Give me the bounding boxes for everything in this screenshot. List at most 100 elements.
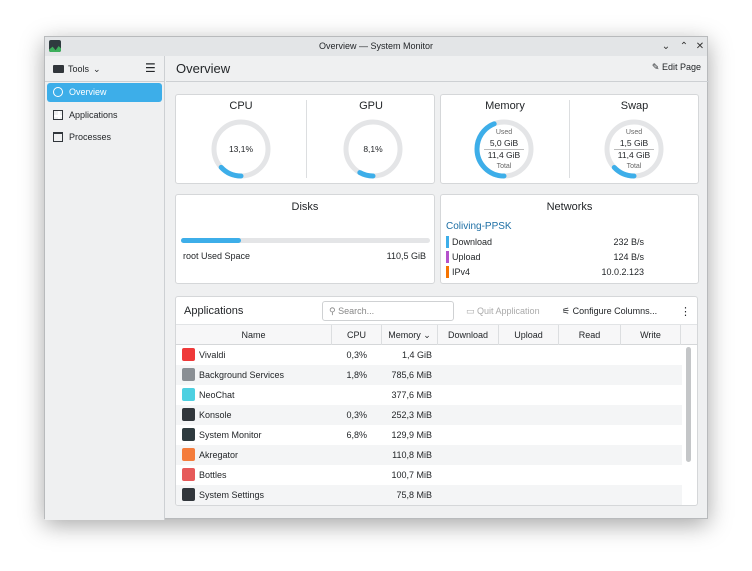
hamburger-menu-icon[interactable]: ☰	[145, 61, 156, 75]
app-name: System Settings	[199, 490, 265, 500]
gauge-arc	[474, 119, 534, 179]
legend-swatch	[446, 266, 449, 278]
app-memory: 75,8 MiB	[396, 490, 432, 500]
disk-label: root Used Space	[183, 251, 251, 261]
table-row[interactable]: System Monitor 6,8% 129,9 MiB	[176, 425, 682, 445]
window-title: Overview — System Monitor	[318, 41, 434, 51]
table-row[interactable]: Bottles 100,7 MiB	[176, 465, 682, 485]
sort-chevron-icon: ⌄	[423, 330, 431, 340]
close-icon[interactable]: ✕	[695, 41, 705, 52]
sidebar-item-label: Applications	[69, 110, 118, 120]
configure-label: Configure Columns...	[572, 306, 658, 316]
table-row[interactable]: Background Services 1,8% 785,6 MiB	[176, 365, 682, 385]
more-options-icon[interactable]: ⋮	[680, 306, 691, 318]
edit-page-button[interactable]: ✎ Edit Page	[652, 62, 701, 73]
scrollbar[interactable]	[686, 347, 691, 462]
network-label: Upload	[452, 252, 481, 262]
app-name: Background Services	[199, 370, 285, 380]
app-name: NeoChat	[199, 390, 235, 400]
column-label: CPU	[346, 330, 366, 340]
network-value: 10.0.2.123	[601, 267, 644, 277]
disks-card: Disks root Used Space 110,5 GiB	[175, 194, 435, 284]
column-header-read[interactable]: Read	[559, 325, 621, 345]
app-cpu: 0,3%	[346, 350, 367, 360]
gauge-arc	[211, 119, 271, 179]
column-label: Memory	[388, 330, 421, 340]
gauge-arc	[343, 119, 403, 179]
title-bar: Overview — System Monitor ⌄ ⌃ ✕	[45, 37, 707, 56]
disk-value: 110,5 GiB	[386, 251, 426, 261]
memory-used: 5,0 GiB	[484, 138, 524, 150]
app-icon	[182, 368, 195, 381]
gpu-value: 8,1%	[363, 144, 383, 154]
network-row: Download 232 B/s	[446, 236, 694, 249]
memory-gauge	[474, 119, 534, 179]
memory-swap-card: Memory Used 5,0 GiB 11,4 GiB Total Swap …	[440, 94, 699, 184]
sidebar: Tools ⌄ ☰ Overview Applications Processe…	[45, 56, 165, 520]
column-label: Name	[241, 330, 266, 340]
gpu-title: GPU	[359, 100, 383, 112]
memory-title: Memory	[485, 100, 525, 112]
column-header-memory[interactable]: Memory ⌄	[382, 325, 438, 345]
network-value: 232 B/s	[613, 237, 644, 247]
quit-application-button[interactable]: ▭ Quit Application	[466, 306, 540, 317]
table-row[interactable]: System Settings 75,8 MiB	[176, 485, 682, 505]
column-label: Upload	[514, 330, 543, 340]
app-icon	[182, 488, 195, 501]
network-value: 124 B/s	[613, 252, 644, 262]
minimize-icon[interactable]: ⌄	[661, 41, 671, 52]
app-name: Bottles	[199, 470, 227, 480]
app-memory: 785,6 MiB	[391, 370, 432, 380]
network-label: Download	[452, 237, 493, 247]
gauge-arc	[604, 119, 664, 179]
column-header-upload[interactable]: Upload	[499, 325, 559, 345]
sidebar-item-overview[interactable]: Overview	[47, 83, 162, 102]
app-name: Konsole	[199, 410, 232, 420]
app-icon	[182, 348, 195, 361]
app-name: System Monitor	[199, 430, 262, 440]
column-label: Download	[447, 330, 489, 340]
app-cpu: 0,3%	[346, 410, 367, 420]
app-icon	[182, 468, 195, 481]
cpu-gauge	[211, 119, 271, 179]
disk-usage-bar	[181, 238, 430, 243]
edit-page-label: Edit Page	[661, 62, 701, 72]
sidebar-item-label: Overview	[69, 87, 107, 97]
swap-title: Swap	[620, 100, 649, 112]
table-row[interactable]: Akregator 110,8 MiB	[176, 445, 682, 465]
quit-label: Quit Application	[477, 306, 540, 316]
maximize-icon[interactable]: ⌃	[679, 41, 689, 52]
app-memory: 1,4 GiB	[401, 350, 432, 360]
quit-icon: ▭	[466, 306, 475, 316]
page-title: Overview	[176, 61, 231, 76]
sidebar-item-processes[interactable]: Processes	[47, 128, 162, 147]
app-memory: 252,3 MiB	[391, 410, 432, 420]
column-label: Read	[578, 330, 601, 340]
app-icon	[182, 408, 195, 421]
column-header-write[interactable]: Write	[621, 325, 681, 345]
app-name: Akregator	[199, 450, 239, 460]
tools-label: Tools	[68, 64, 90, 74]
column-header-cpu[interactable]: CPU	[332, 325, 382, 345]
sidebar-item-applications[interactable]: Applications	[47, 106, 162, 125]
swap-used: 1,5 GiB	[614, 138, 654, 150]
table-row[interactable]: NeoChat 377,6 MiB	[176, 385, 682, 405]
table-row[interactable]: Vivaldi 0,3% 1,4 GiB	[176, 345, 682, 365]
column-header-name[interactable]: Name	[176, 325, 332, 345]
app-memory: 100,7 MiB	[391, 470, 432, 480]
grid-icon	[53, 110, 63, 120]
app-cpu: 6,8%	[346, 430, 367, 440]
app-icon	[49, 40, 61, 52]
tools-button[interactable]: Tools ⌄	[53, 61, 101, 77]
table-row[interactable]: Konsole 0,3% 252,3 MiB	[176, 405, 682, 425]
search-icon: ⚲	[329, 306, 336, 316]
configure-columns-button[interactable]: ⚟ Configure Columns...	[562, 306, 657, 317]
swap-total: 11,4 GiB	[617, 150, 651, 160]
memory-total-label: Total	[496, 163, 512, 170]
network-name: Coliving-PPSK	[446, 221, 512, 232]
search-input[interactable]: ⚲ Search...	[322, 301, 454, 321]
legend-swatch	[446, 251, 449, 263]
column-header-download[interactable]: Download	[438, 325, 499, 345]
disks-title: Disks	[291, 201, 319, 213]
cpu-value: 13,1%	[228, 144, 254, 154]
